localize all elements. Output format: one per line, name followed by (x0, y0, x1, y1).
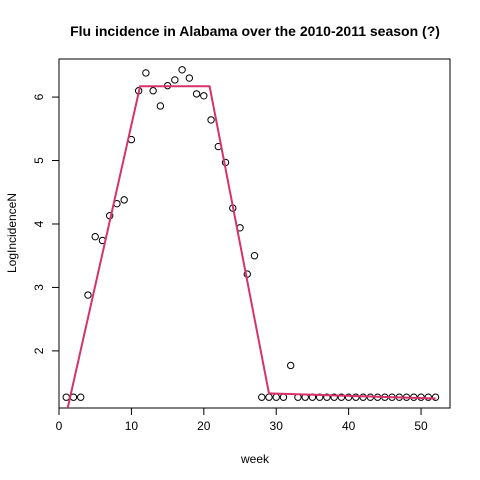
x-tick-label: 50 (414, 419, 428, 433)
data-point (352, 393, 360, 401)
data-point (258, 393, 266, 401)
x-tick-label: 20 (197, 419, 211, 433)
data-point (62, 393, 70, 401)
y-tick-label: 5 (32, 157, 46, 164)
x-tick-label: 0 (56, 419, 63, 433)
y-axis: 2 3 4 5 6 (32, 93, 59, 354)
plot-frame (58, 58, 451, 409)
x-axis: 0 10 20 30 40 50 (56, 408, 428, 433)
data-point (200, 92, 208, 100)
data-point (250, 252, 259, 260)
y-tick-label: 3 (32, 284, 46, 291)
data-point (178, 66, 186, 74)
data-point (265, 393, 273, 401)
data-point (344, 393, 353, 401)
y-axis-label: LogIncidenceN (5, 193, 19, 273)
data-point (142, 69, 150, 77)
data-point (149, 87, 157, 95)
data-point (207, 116, 215, 124)
data-points (62, 66, 440, 401)
chart-title: Flu incidence in Alabama over the 2010-2… (70, 23, 440, 39)
data-point (337, 393, 346, 401)
x-tick-label: 40 (342, 419, 356, 433)
y-tick-label: 4 (32, 220, 46, 227)
data-point (91, 232, 99, 241)
y-tick-label: 6 (32, 93, 46, 100)
x-tick-label: 10 (125, 419, 139, 433)
data-point (279, 393, 288, 401)
data-point (171, 76, 179, 84)
data-point (272, 393, 280, 401)
fit-line-group (66, 85, 436, 409)
data-point (185, 74, 194, 82)
data-point (287, 361, 295, 370)
data-point (84, 291, 92, 299)
data-point (156, 102, 165, 110)
data-point (323, 393, 331, 401)
data-point (330, 393, 338, 401)
y-tick-label: 2 (32, 347, 46, 354)
x-axis-label: week (240, 452, 270, 466)
x-tick-label: 30 (270, 419, 284, 433)
fit-line (66, 85, 436, 409)
data-point (77, 393, 85, 401)
data-point (192, 90, 201, 98)
data-point (431, 393, 440, 401)
data-point (120, 196, 128, 204)
